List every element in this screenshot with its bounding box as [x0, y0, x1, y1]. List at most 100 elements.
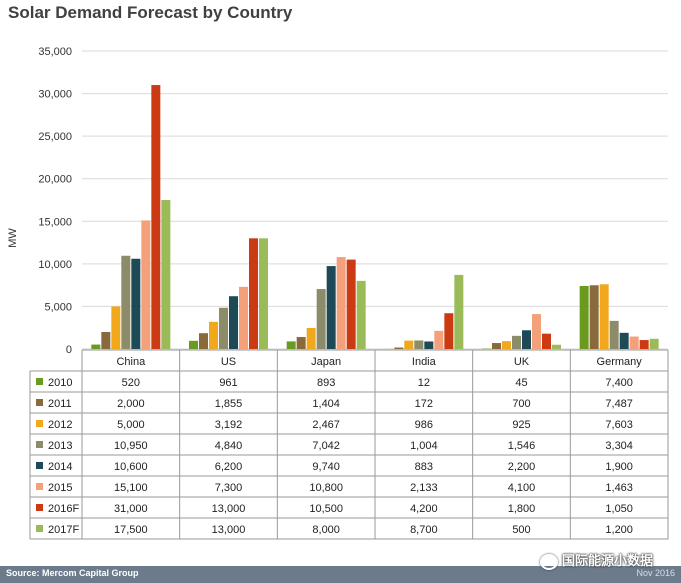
data-label: 925	[512, 419, 530, 431]
data-label: 45	[515, 377, 527, 389]
bar	[639, 340, 649, 349]
y-tick-label: 30,000	[38, 89, 72, 101]
bar	[599, 284, 609, 349]
bar	[492, 343, 501, 349]
y-tick-label: 20,000	[38, 174, 72, 186]
data-label: 1,546	[508, 440, 536, 452]
data-label: 5,000	[117, 419, 145, 431]
bar	[414, 340, 424, 349]
bar	[131, 258, 141, 349]
legend-swatch	[36, 441, 43, 448]
bar	[316, 289, 326, 349]
bar-chart: 0 5,000 10,000 15,000 20,000 25,000 30,000 35,0…	[7, 46, 669, 540]
bar	[512, 335, 521, 349]
data-label: 520	[122, 377, 140, 389]
category-label: Germany	[597, 356, 643, 368]
data-label: 7,487	[605, 398, 633, 410]
data-label: 7,042	[312, 440, 340, 452]
legend-label: 2010	[48, 377, 72, 389]
data-label: 7,300	[215, 482, 243, 494]
bar	[151, 85, 161, 350]
data-label: 4,200	[410, 503, 438, 515]
legend-label: 2017F	[48, 524, 79, 536]
y-tick-label: 5,000	[44, 301, 72, 313]
bar	[454, 274, 464, 349]
data-label: 7,400	[605, 377, 633, 389]
legend-swatch	[36, 378, 43, 385]
data-label: 700	[512, 398, 530, 410]
data-label: 8,700	[410, 524, 438, 536]
wechat-icon	[540, 553, 558, 570]
data-label: 2,133	[410, 482, 438, 494]
data-label: 1,050	[605, 503, 633, 515]
bar	[229, 296, 238, 349]
data-label: 172	[415, 398, 433, 410]
category-label: China	[116, 356, 146, 368]
y-tick-label: 25,000	[38, 131, 72, 143]
bar	[609, 320, 619, 349]
bar	[394, 347, 404, 349]
data-label: 4,100	[508, 482, 536, 494]
data-label: 3,192	[215, 419, 243, 431]
legend-label: 2013	[48, 440, 72, 452]
bar	[589, 285, 599, 349]
data-label: 2,000	[117, 398, 145, 410]
data-label: 15,100	[114, 482, 148, 494]
bar	[121, 255, 131, 349]
legend-label: 2015	[48, 482, 72, 494]
bar	[306, 327, 316, 349]
bar	[239, 286, 248, 349]
data-label: 13,000	[212, 524, 246, 536]
legend-swatch	[36, 483, 43, 490]
data-label: 1,004	[410, 440, 438, 452]
bar	[259, 238, 268, 349]
category-label: UK	[514, 356, 530, 368]
bar	[286, 341, 296, 349]
category-label: Japan	[311, 356, 341, 368]
y-tick-label: 35,000	[38, 46, 72, 58]
bar	[404, 340, 414, 349]
category-label: India	[412, 356, 437, 368]
data-label: 9,740	[312, 461, 340, 473]
legend-swatch	[36, 525, 43, 532]
bar	[189, 340, 198, 349]
bar	[579, 285, 589, 349]
data-label: 4,840	[215, 440, 243, 452]
source-note: Source: Mercom Capital Group	[6, 568, 139, 578]
legend-label: 2016F	[48, 503, 79, 515]
bar	[91, 344, 101, 349]
bar	[199, 333, 208, 349]
data-label: 500	[512, 524, 530, 536]
date-note: Nov 2016	[636, 568, 675, 578]
bar	[219, 307, 228, 349]
bar	[161, 200, 171, 349]
bar	[552, 344, 561, 349]
watermark: 国际能源小数据	[540, 550, 653, 570]
data-label: 10,500	[309, 503, 343, 515]
bar	[532, 314, 541, 349]
data-label: 1,855	[215, 398, 243, 410]
data-label: 3,304	[605, 440, 633, 452]
footer-bar: Source: Mercom Capital Group Nov 2016	[0, 566, 681, 583]
data-label: 2,200	[508, 461, 536, 473]
legend-label: 2012	[48, 419, 72, 431]
data-label: 1,800	[508, 503, 536, 515]
bar	[444, 313, 454, 349]
watermark-text: 国际能源小数据	[562, 553, 654, 568]
data-label: 13,000	[212, 503, 246, 515]
bar	[346, 259, 356, 349]
bar	[649, 338, 659, 349]
bar	[522, 330, 531, 349]
data-label: 8,000	[312, 524, 340, 536]
data-label: 7,603	[605, 419, 633, 431]
bar	[629, 336, 639, 349]
y-axis-label: MW	[7, 228, 19, 248]
data-label: 1,404	[312, 398, 340, 410]
legend-label: 2014	[48, 461, 72, 473]
data-label: 1,463	[605, 482, 633, 494]
legend-swatch	[36, 462, 43, 469]
data-label: 883	[415, 461, 433, 473]
data-label: 17,500	[114, 524, 148, 536]
bar	[101, 331, 111, 349]
bar	[619, 332, 629, 349]
